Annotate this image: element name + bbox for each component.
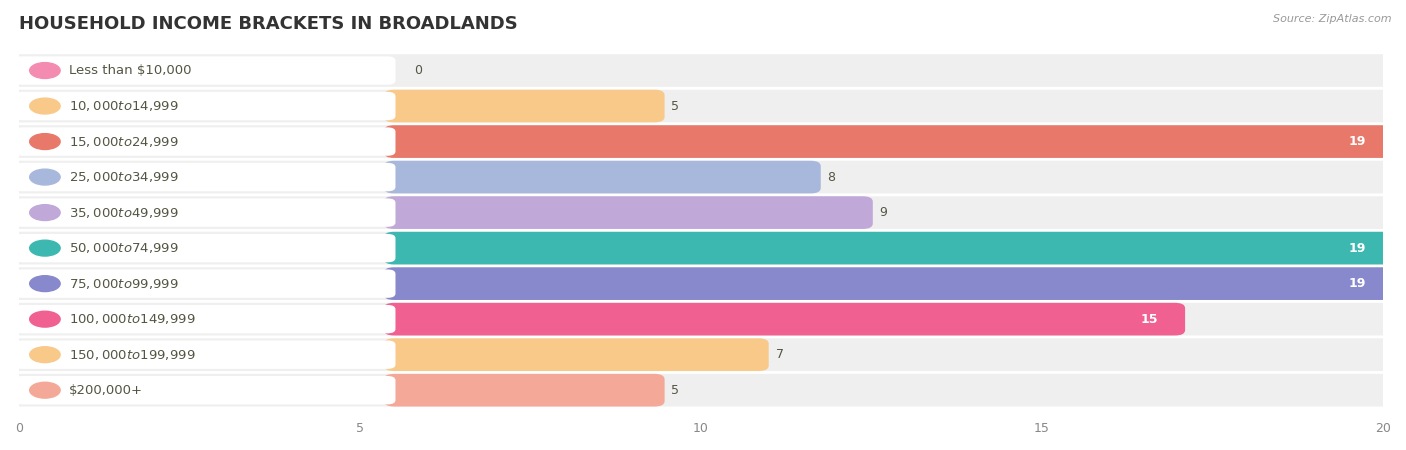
- FancyBboxPatch shape: [8, 90, 1393, 122]
- FancyBboxPatch shape: [8, 374, 1393, 406]
- FancyBboxPatch shape: [8, 338, 1393, 371]
- Circle shape: [30, 347, 60, 363]
- FancyBboxPatch shape: [384, 90, 665, 122]
- FancyBboxPatch shape: [14, 234, 395, 262]
- Circle shape: [30, 134, 60, 149]
- Text: 9: 9: [880, 206, 887, 219]
- Text: $10,000 to $14,999: $10,000 to $14,999: [69, 99, 179, 113]
- Text: $25,000 to $34,999: $25,000 to $34,999: [69, 170, 179, 184]
- Text: $200,000+: $200,000+: [69, 384, 143, 397]
- FancyBboxPatch shape: [14, 127, 395, 156]
- Text: $50,000 to $74,999: $50,000 to $74,999: [69, 241, 179, 255]
- FancyBboxPatch shape: [14, 92, 395, 120]
- FancyBboxPatch shape: [8, 196, 1393, 229]
- FancyBboxPatch shape: [384, 338, 769, 371]
- FancyBboxPatch shape: [384, 125, 1393, 158]
- Text: $100,000 to $149,999: $100,000 to $149,999: [69, 312, 195, 326]
- Text: 19: 19: [1348, 242, 1367, 255]
- Text: $150,000 to $199,999: $150,000 to $199,999: [69, 348, 195, 362]
- FancyBboxPatch shape: [384, 161, 821, 194]
- Text: 19: 19: [1348, 135, 1367, 148]
- Text: 19: 19: [1348, 277, 1367, 290]
- Circle shape: [30, 311, 60, 327]
- Circle shape: [30, 63, 60, 78]
- Text: $15,000 to $24,999: $15,000 to $24,999: [69, 135, 179, 148]
- FancyBboxPatch shape: [384, 232, 1393, 265]
- FancyBboxPatch shape: [384, 374, 665, 406]
- FancyBboxPatch shape: [8, 161, 1393, 194]
- Circle shape: [30, 98, 60, 114]
- FancyBboxPatch shape: [8, 54, 1393, 87]
- FancyBboxPatch shape: [8, 125, 1393, 158]
- FancyBboxPatch shape: [14, 56, 395, 85]
- Text: 5: 5: [672, 384, 679, 397]
- Text: 15: 15: [1140, 313, 1157, 326]
- Text: 5: 5: [672, 99, 679, 112]
- Text: Source: ZipAtlas.com: Source: ZipAtlas.com: [1274, 14, 1392, 23]
- FancyBboxPatch shape: [8, 303, 1393, 336]
- FancyBboxPatch shape: [384, 303, 1185, 336]
- FancyBboxPatch shape: [384, 196, 873, 229]
- Circle shape: [30, 382, 60, 398]
- Circle shape: [30, 276, 60, 292]
- FancyBboxPatch shape: [384, 267, 1393, 300]
- Text: 0: 0: [415, 64, 423, 77]
- Text: $35,000 to $49,999: $35,000 to $49,999: [69, 206, 179, 220]
- FancyBboxPatch shape: [14, 376, 395, 405]
- FancyBboxPatch shape: [8, 232, 1393, 265]
- Circle shape: [30, 169, 60, 185]
- FancyBboxPatch shape: [14, 163, 395, 191]
- FancyBboxPatch shape: [14, 270, 395, 298]
- FancyBboxPatch shape: [8, 267, 1393, 300]
- Circle shape: [30, 240, 60, 256]
- Text: HOUSEHOLD INCOME BRACKETS IN BROADLANDS: HOUSEHOLD INCOME BRACKETS IN BROADLANDS: [20, 15, 517, 33]
- Text: $75,000 to $99,999: $75,000 to $99,999: [69, 277, 179, 291]
- FancyBboxPatch shape: [14, 198, 395, 227]
- Text: Less than $10,000: Less than $10,000: [69, 64, 191, 77]
- Text: 8: 8: [828, 171, 835, 184]
- Text: 7: 7: [776, 348, 783, 361]
- FancyBboxPatch shape: [14, 341, 395, 369]
- Circle shape: [30, 205, 60, 220]
- FancyBboxPatch shape: [14, 305, 395, 333]
